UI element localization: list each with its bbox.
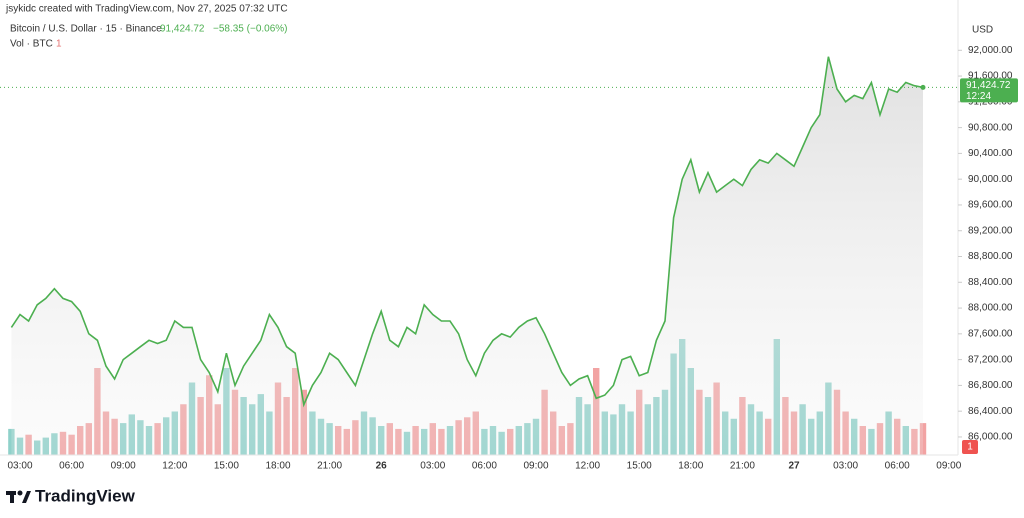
change: −58.35 (−0.06%): [213, 24, 288, 35]
x-tick-label: 21:00: [730, 461, 755, 472]
logo: [6, 490, 31, 503]
x-tick-label: 09:00: [111, 461, 136, 472]
price: 91,424.72: [160, 24, 205, 35]
x-tick-label: 15:00: [214, 461, 239, 472]
x-tick-label: 03:00: [420, 461, 445, 472]
x-tick-label: 21:00: [317, 461, 342, 472]
volume-legend: Vol · BTC: [10, 39, 53, 50]
y-tick-label: 90,800.00: [968, 122, 1013, 133]
x-tick-label: 18:00: [265, 461, 290, 472]
x-tick-label: 06:00: [885, 461, 910, 472]
symbol: Bitcoin / U.S. Dollar · 15 · Binance: [10, 24, 162, 35]
x-tick-label: 12:00: [575, 461, 600, 472]
x-tick-label: 27: [788, 461, 800, 472]
y-tick-label: 88,800.00: [968, 251, 1013, 262]
x-tick-label: 03:00: [7, 461, 32, 472]
y-tick-label: 91,600.00: [968, 71, 1013, 82]
currency: USD: [972, 25, 993, 36]
credit: jsykidc created with TradingView.com, No…: [5, 4, 288, 15]
y-tick-label: 89,200.00: [968, 225, 1013, 236]
brand: TradingView: [35, 486, 136, 505]
x-tick-label: 18:00: [678, 461, 703, 472]
volume-badge: 1: [967, 442, 973, 453]
x-tick-label: 06:00: [59, 461, 84, 472]
x-tick-label: 06:00: [472, 461, 497, 472]
x-tick-label: 26: [376, 461, 388, 472]
y-tick-label: 88,400.00: [968, 277, 1013, 288]
y-tick-label: 90,400.00: [968, 148, 1013, 159]
y-tick-label: 87,600.00: [968, 328, 1013, 339]
volume-badge-box: [962, 440, 978, 454]
y-tick-label: 86,400.00: [968, 406, 1013, 417]
price-line: [10, 56, 924, 408]
x-tick-label: 03:00: [833, 461, 858, 472]
x-tick-label: 09:00: [523, 461, 548, 472]
y-tick-label: 92,000.00: [968, 45, 1013, 56]
x-tick-label: 12:00: [162, 461, 187, 472]
last-point: [920, 84, 926, 90]
last-price-label: 91,424.72: [966, 80, 1011, 91]
y-tick-label: 90,000.00: [968, 174, 1013, 185]
area: [11, 56, 923, 455]
y-tick-label: 88,000.00: [968, 303, 1013, 314]
y-tick-label: 86,000.00: [968, 432, 1013, 443]
last-price-box: [960, 78, 1018, 103]
x-tick-label: 09:00: [936, 461, 961, 472]
countdown: 12:24: [966, 91, 991, 102]
x-tick-label: 15:00: [627, 461, 652, 472]
y-tick-label: 87,200.00: [968, 354, 1013, 365]
volume-legend-value: 1: [56, 39, 62, 50]
y-tick-label: 86,800.00: [968, 380, 1013, 391]
y-tick-label: 89,600.00: [968, 200, 1013, 211]
plot-area: [8, 56, 927, 455]
